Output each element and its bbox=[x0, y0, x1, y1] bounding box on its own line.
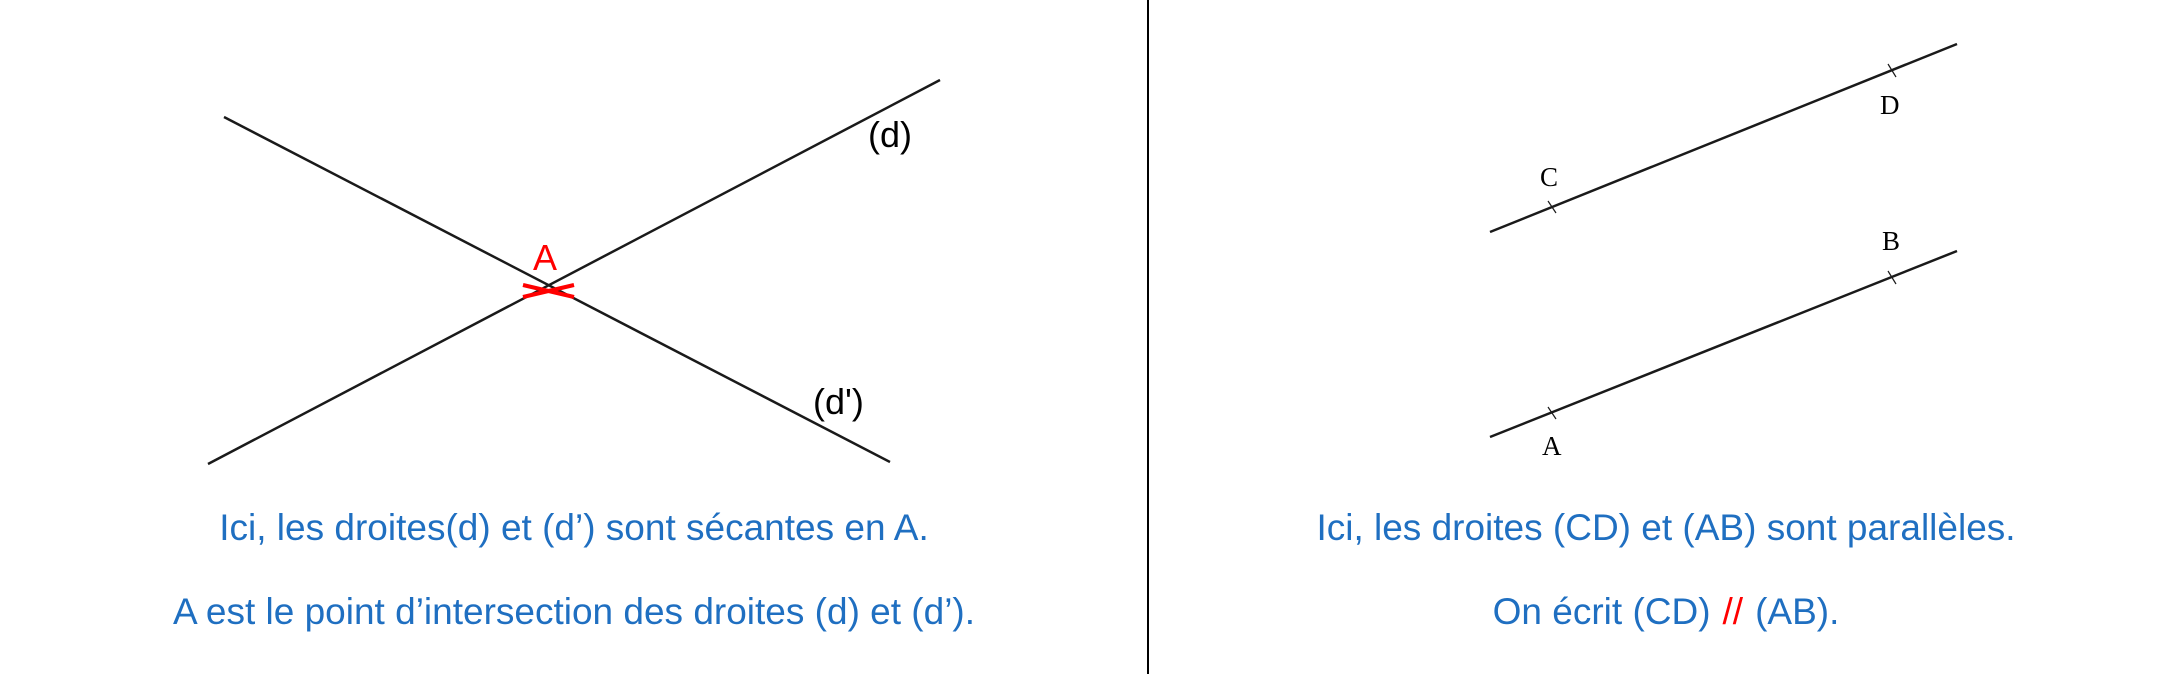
point-b-tick bbox=[1887, 270, 1897, 285]
point-b-label: B bbox=[1882, 226, 1900, 256]
line-d bbox=[207, 78, 941, 466]
point-c-label: C bbox=[1540, 162, 1558, 192]
parallel-symbol: // bbox=[1722, 591, 1744, 632]
line-d-prime-label: (d') bbox=[813, 381, 864, 422]
point-a-tick bbox=[1547, 406, 1557, 420]
intersection-cross-mark bbox=[522, 283, 575, 299]
right-caption-line1: Ici, les droites (CD) et (AB) sont paral… bbox=[1316, 507, 2016, 548]
right-caption-line2-left: On écrit (CD) bbox=[1492, 591, 1711, 632]
point-c-tick bbox=[1547, 200, 1557, 214]
right-caption-line2-right: (AB). bbox=[1755, 591, 1840, 632]
parallel-lines-diagram: C D A B bbox=[1489, 42, 1958, 461]
line-ab bbox=[1489, 249, 1958, 439]
point-d-tick bbox=[1887, 63, 1897, 78]
point-a-label: A bbox=[533, 237, 557, 278]
line-d-label: (d) bbox=[868, 114, 912, 155]
line-cd bbox=[1489, 42, 1958, 234]
left-caption-line1: Ici, les droites(d) et (d’) sont sécante… bbox=[219, 507, 929, 548]
left-caption-line2: A est le point d’intersection des droite… bbox=[172, 591, 976, 632]
point-a-right-label: A bbox=[1542, 431, 1562, 461]
intersecting-lines-diagram: A (d) (d') bbox=[207, 78, 941, 466]
right-caption-line2: On écrit (CD) // (AB). bbox=[1148, 591, 2184, 633]
point-d-label: D bbox=[1880, 90, 1900, 120]
